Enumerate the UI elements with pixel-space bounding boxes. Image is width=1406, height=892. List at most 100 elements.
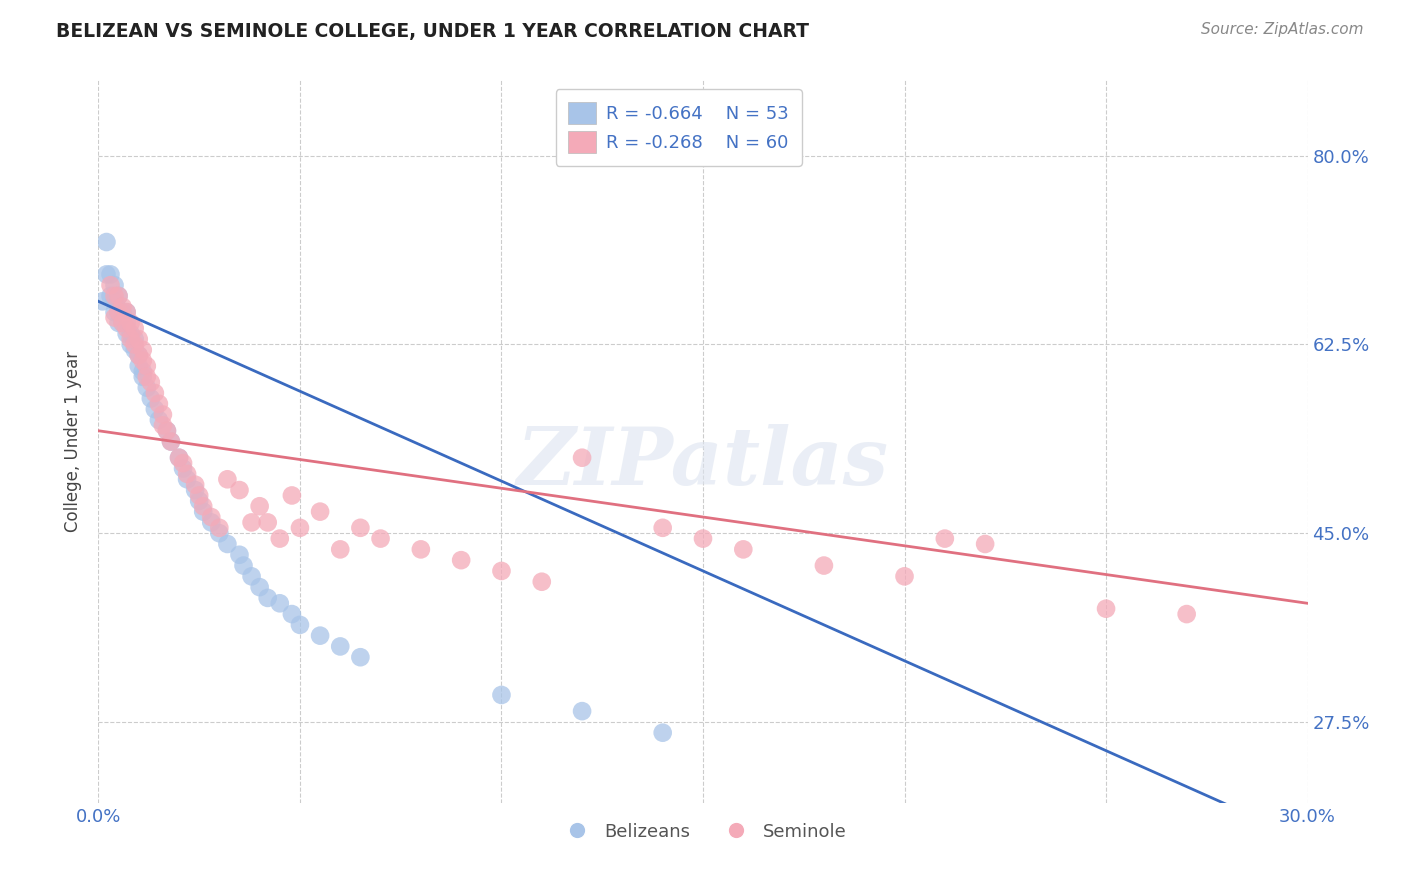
Point	[100, 289, 122, 303]
Point	[232, 558, 254, 573]
Point	[100, 268, 122, 282]
Point	[249, 500, 271, 514]
Point	[135, 369, 157, 384]
Point	[200, 510, 222, 524]
Point	[143, 402, 166, 417]
Point	[934, 532, 956, 546]
Point	[288, 521, 311, 535]
Point	[103, 310, 125, 325]
Point	[107, 305, 129, 319]
Point	[115, 305, 138, 319]
Point	[329, 542, 352, 557]
Point	[111, 300, 134, 314]
Point	[309, 505, 332, 519]
Point	[172, 456, 194, 470]
Point	[139, 392, 162, 406]
Point	[733, 542, 755, 557]
Point	[370, 532, 392, 546]
Point	[256, 591, 278, 605]
Point	[1175, 607, 1198, 621]
Point	[288, 618, 311, 632]
Point	[152, 408, 174, 422]
Point	[167, 450, 190, 465]
Point	[132, 353, 155, 368]
Point	[120, 332, 142, 346]
Point	[91, 294, 114, 309]
Point	[156, 424, 179, 438]
Text: BELIZEAN VS SEMINOLE COLLEGE, UNDER 1 YEAR CORRELATION CHART: BELIZEAN VS SEMINOLE COLLEGE, UNDER 1 YE…	[56, 22, 810, 41]
Point	[100, 278, 122, 293]
Point	[571, 704, 593, 718]
Point	[172, 461, 194, 475]
Point	[240, 569, 263, 583]
Point	[128, 359, 150, 373]
Point	[176, 472, 198, 486]
Point	[135, 381, 157, 395]
Point	[193, 505, 215, 519]
Point	[132, 369, 155, 384]
Point	[184, 483, 207, 497]
Point	[813, 558, 835, 573]
Point	[124, 343, 146, 357]
Point	[103, 305, 125, 319]
Point	[139, 376, 162, 390]
Text: Source: ZipAtlas.com: Source: ZipAtlas.com	[1201, 22, 1364, 37]
Point	[132, 364, 155, 378]
Point	[349, 650, 371, 665]
Point	[651, 725, 673, 739]
Point	[228, 548, 250, 562]
Y-axis label: College, Under 1 year: College, Under 1 year	[65, 351, 83, 533]
Point	[103, 289, 125, 303]
Point	[103, 294, 125, 309]
Point	[148, 413, 170, 427]
Point	[115, 321, 138, 335]
Point	[132, 343, 155, 357]
Point	[217, 472, 239, 486]
Point	[111, 316, 134, 330]
Point	[309, 629, 332, 643]
Point	[184, 477, 207, 491]
Point	[256, 516, 278, 530]
Point	[128, 348, 150, 362]
Point	[124, 321, 146, 335]
Point	[124, 332, 146, 346]
Point	[269, 532, 291, 546]
Point	[107, 305, 129, 319]
Point	[249, 580, 271, 594]
Point	[115, 316, 138, 330]
Point	[160, 434, 183, 449]
Point	[176, 467, 198, 481]
Text: ZIPatlas: ZIPatlas	[517, 425, 889, 502]
Point	[974, 537, 997, 551]
Point	[329, 640, 352, 654]
Point	[217, 537, 239, 551]
Point	[692, 532, 714, 546]
Point	[103, 278, 125, 293]
Point	[491, 564, 513, 578]
Point	[120, 316, 142, 330]
Point	[115, 305, 138, 319]
Point	[893, 569, 915, 583]
Point	[228, 483, 250, 497]
Point	[152, 418, 174, 433]
Point	[96, 268, 118, 282]
Point	[1095, 601, 1118, 615]
Point	[111, 305, 134, 319]
Point	[491, 688, 513, 702]
Point	[167, 450, 190, 465]
Point	[148, 397, 170, 411]
Point	[530, 574, 553, 589]
Point	[571, 450, 593, 465]
Point	[651, 521, 673, 535]
Point	[409, 542, 432, 557]
Point	[188, 488, 211, 502]
Point	[281, 607, 304, 621]
Point	[120, 326, 142, 341]
Point	[208, 521, 231, 535]
Point	[156, 424, 179, 438]
Point	[349, 521, 371, 535]
Point	[115, 326, 138, 341]
Point	[193, 500, 215, 514]
Point	[200, 516, 222, 530]
Point	[281, 488, 304, 502]
